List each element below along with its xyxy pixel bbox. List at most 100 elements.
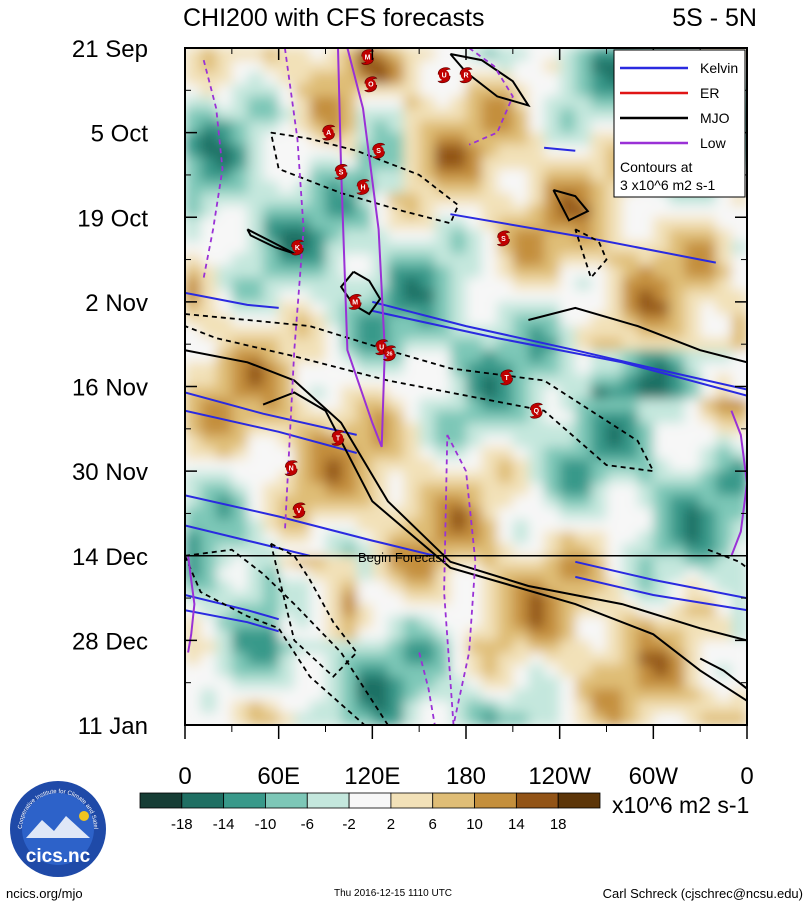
shade-cell — [278, 652, 295, 666]
shade-cell — [450, 700, 467, 714]
shade-cell — [309, 579, 327, 593]
shade-cell — [294, 531, 311, 545]
shade-cell — [637, 628, 654, 641]
shade-cell — [231, 72, 249, 85]
shade-cell — [294, 168, 311, 182]
shade-cell — [575, 616, 592, 629]
shade-cell — [622, 519, 639, 533]
shade-cell — [325, 471, 342, 484]
shade-cell — [325, 229, 342, 243]
shade-cell — [544, 289, 561, 303]
shade-cell — [263, 374, 280, 388]
shade-cell — [544, 700, 561, 714]
shade-cell — [247, 362, 264, 376]
shade-cell — [700, 446, 717, 460]
shade-cell — [231, 193, 249, 206]
shade-cell — [294, 398, 311, 412]
shade-cell — [278, 108, 295, 122]
shade-cell — [637, 422, 654, 436]
shade-cell — [294, 96, 311, 110]
shade-cell — [419, 217, 436, 230]
shade-cell — [668, 531, 686, 545]
shade-cell — [684, 700, 701, 714]
shade-cell — [590, 72, 608, 85]
shade-cell — [200, 193, 217, 206]
shade-cell — [590, 446, 608, 460]
shade-cell — [622, 495, 639, 508]
shade-cell — [372, 217, 389, 230]
colorbar-units: x10^6 m2 s-1 — [612, 792, 750, 818]
shade-cell — [544, 120, 561, 134]
kelvin-contour — [185, 291, 279, 309]
shade-cell — [653, 676, 670, 690]
shade-cell — [294, 277, 311, 291]
storm-disc — [531, 405, 542, 416]
shade-cell — [559, 362, 576, 376]
shade-cell — [216, 628, 233, 641]
shade-cell — [637, 712, 654, 725]
shade-cell — [387, 374, 405, 388]
shade-cell — [419, 168, 436, 182]
shade-cell — [263, 120, 280, 134]
shade-cell — [731, 555, 747, 569]
shade-cell — [450, 483, 467, 496]
shade-cell — [403, 168, 420, 182]
shade-cell — [403, 616, 420, 629]
shade-cell — [497, 277, 514, 291]
shade-cell — [231, 313, 249, 327]
shade-cell — [715, 434, 732, 448]
shade-cell — [590, 180, 608, 194]
shade-cell — [309, 229, 327, 243]
shade-cell — [450, 628, 467, 641]
shade-cell — [216, 592, 233, 605]
shade-cell — [372, 156, 389, 170]
shade-cell — [528, 374, 545, 388]
shade-cell — [700, 712, 717, 725]
shade-cell — [622, 446, 639, 460]
shade-cell — [466, 604, 483, 617]
shade-cell — [450, 338, 467, 351]
shade-cell — [637, 326, 654, 339]
shade-cell — [590, 422, 608, 436]
shade-cell — [590, 567, 608, 581]
shade-cell — [575, 277, 592, 291]
storm-label: Q — [534, 408, 540, 415]
shade-cell — [466, 483, 483, 496]
shade-cell — [325, 446, 342, 460]
shade-cell — [731, 579, 747, 593]
colorbar-swatch — [557, 792, 601, 809]
shade-cell — [731, 471, 747, 484]
shade-cell — [653, 313, 670, 327]
shade-cell — [622, 265, 639, 279]
shade-cell — [512, 326, 530, 339]
shade-cell — [700, 459, 717, 472]
shade-cell — [559, 422, 576, 436]
shade-cell — [263, 205, 280, 218]
shade-cell — [216, 84, 233, 97]
shade-cell — [325, 664, 342, 678]
shade-cell — [637, 265, 654, 279]
shade-cell — [403, 604, 420, 617]
shade-cell — [528, 616, 545, 629]
shade-cell — [497, 168, 514, 182]
shade-cell — [263, 301, 280, 315]
shade-cell — [684, 712, 701, 725]
shade-cell — [387, 628, 405, 641]
shade-cell — [231, 338, 249, 351]
shade-cell — [263, 604, 280, 617]
shade-cell — [668, 205, 686, 218]
shade-cell — [512, 180, 530, 194]
shade-cell — [715, 700, 732, 714]
shade-cell — [231, 289, 249, 303]
shade-cell — [512, 616, 530, 629]
shade-cell — [200, 531, 217, 545]
shade-cell — [341, 604, 358, 617]
shade-cell — [341, 712, 358, 725]
shade-cell — [653, 616, 670, 629]
shade-cell — [387, 265, 405, 279]
storm-marker: M — [361, 49, 375, 65]
shade-cell — [294, 229, 311, 243]
shade-cell — [263, 350, 280, 363]
shade-cell — [668, 313, 686, 327]
shade-cell — [200, 555, 217, 569]
